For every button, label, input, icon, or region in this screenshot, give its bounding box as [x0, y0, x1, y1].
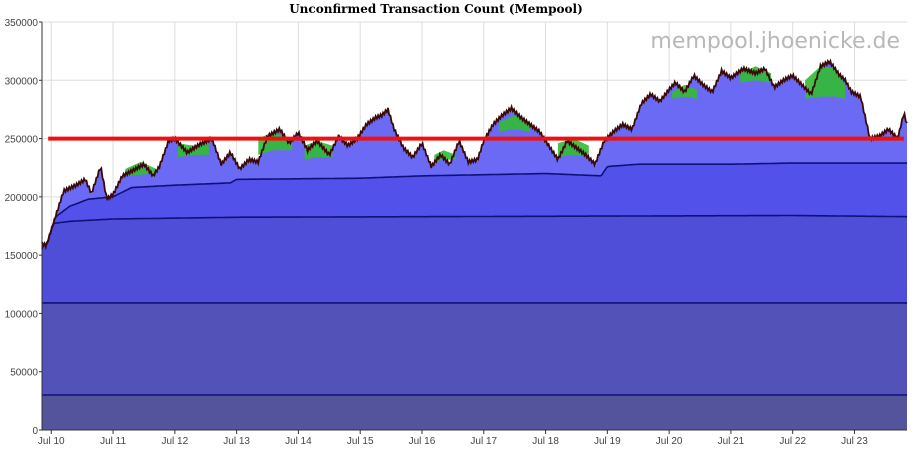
y-tick-label: 300000 [5, 76, 39, 87]
y-tick-label: 0 [32, 426, 38, 437]
x-tick-label: Jul 11 [100, 436, 126, 447]
y-tick-label: 100000 [5, 309, 39, 320]
x-tick-label: Jul 20 [656, 436, 683, 447]
x-tick-label: Jul 12 [161, 436, 188, 447]
green-fee-band [805, 66, 846, 99]
watermark-text: mempool.jhoenicke.de [650, 29, 900, 54]
chart-title: Unconfirmed Transaction Count (Mempool) [289, 2, 583, 16]
y-tick-label: 150000 [5, 251, 39, 262]
layer-boundary-line [41, 214, 907, 250]
y-tick-label: 200000 [5, 193, 39, 204]
x-tick-label: Jul 23 [841, 436, 868, 447]
layer-boundary-line [41, 162, 907, 247]
x-tick-label: Jul 18 [532, 436, 559, 447]
x-tick-label: Jul 21 [718, 436, 745, 447]
x-tick-label: Jul 14 [285, 436, 312, 447]
total-outline [41, 58, 908, 251]
y-tick-label: 350000 [5, 18, 39, 29]
x-tick-label: Jul 13 [223, 436, 250, 447]
y-tick-label: 250000 [5, 135, 39, 146]
y-tick-label: 50000 [10, 368, 38, 379]
plot-area [41, 58, 908, 431]
axes: 0 50000 100000 150000 200000 250000 300000 3500… [5, 18, 907, 447]
x-tick-label: Jul 19 [594, 436, 621, 447]
x-tick-label: Jul 17 [470, 436, 497, 447]
x-tick-label: Jul 10 [38, 436, 65, 447]
x-tick-label: Jul 15 [347, 436, 374, 447]
area-layer [42, 395, 907, 430]
x-tick-label: Jul 22 [779, 436, 806, 447]
x-tick-label: Jul 16 [409, 436, 436, 447]
